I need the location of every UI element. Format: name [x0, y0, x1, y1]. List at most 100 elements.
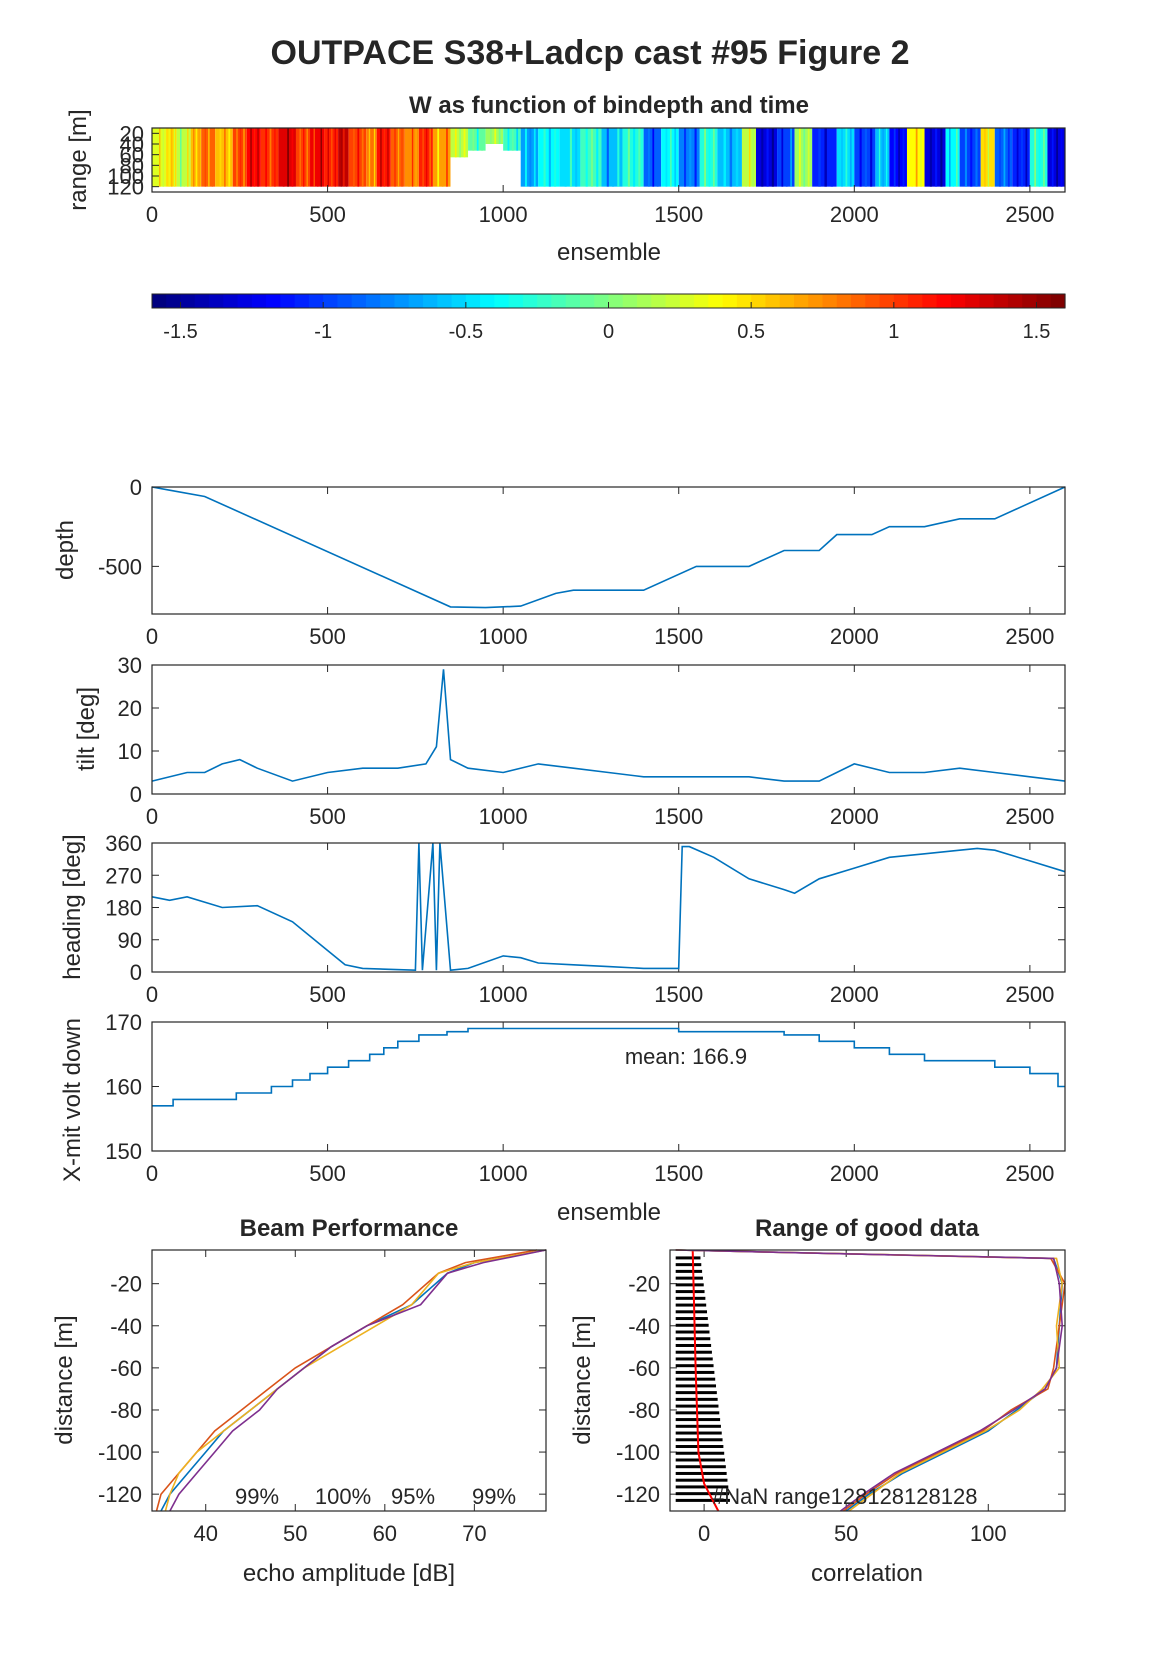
colorbar-segment	[1050, 294, 1066, 308]
heatmap-cell	[911, 128, 914, 187]
colorbar-segment	[223, 294, 239, 308]
y-tick-label: 20	[118, 696, 142, 721]
nan-range-bar	[675, 1485, 729, 1489]
heatmap-cell	[1051, 128, 1054, 187]
xmit-axes-frame	[151, 1021, 1066, 1152]
heatmap-cell	[898, 128, 900, 187]
heatmap-cell	[935, 128, 938, 187]
heatmap-cell	[882, 128, 884, 187]
x-tick-label: 500	[309, 202, 346, 227]
colorbar-segment	[1007, 294, 1023, 308]
y-tick-label: -100	[98, 1440, 142, 1465]
heatmap-cell	[665, 128, 668, 187]
x-tick-label: 2000	[830, 624, 879, 649]
colorbar-segment	[608, 294, 624, 308]
heatmap-cell	[1034, 128, 1037, 187]
colorbar-segment	[194, 294, 210, 308]
heatmap-cell	[694, 128, 697, 187]
heatmap-cell	[920, 128, 922, 187]
heatmap-cell	[1043, 128, 1045, 187]
heatmap-cell	[915, 128, 918, 187]
heatmap-cell	[302, 128, 305, 187]
beam-percent-label: 99%	[472, 1484, 516, 1509]
heatmap-cell	[250, 128, 252, 187]
heatmap-cell	[361, 128, 364, 187]
colorbar-segment	[209, 294, 224, 308]
x-tick-label: 50	[834, 1521, 858, 1546]
heatmap-cell	[383, 128, 386, 187]
heatmap-cell	[984, 128, 986, 187]
heatmap-cell	[824, 128, 827, 187]
heatmap-cell	[952, 128, 955, 187]
x-tick-label: 500	[309, 804, 346, 829]
heatmap-cell	[656, 128, 659, 187]
colorbar-tick-label: 1.5	[1023, 321, 1051, 343]
heatmap-cell	[394, 128, 396, 187]
y-tick-label: -40	[110, 1314, 142, 1339]
heatmap-cell	[168, 128, 170, 187]
nan-range-bar	[675, 1323, 709, 1327]
heatmap-cell	[723, 128, 726, 187]
heatmap-cell	[243, 128, 245, 187]
nan-range-bar	[675, 1269, 703, 1273]
xmit-mean-annotation: mean: 166.9	[625, 1044, 747, 1069]
heatmap-cell	[627, 128, 630, 187]
x-tick-label: 500	[309, 1161, 346, 1186]
colorbar-segment	[936, 294, 952, 308]
x-tick-label: 1000	[479, 1161, 528, 1186]
heatmap-cell	[269, 128, 272, 187]
y-tick-label: 360	[105, 831, 142, 856]
nan-range-bar	[675, 1445, 724, 1449]
heatmap-title: W as function of bindepth and time	[409, 92, 809, 119]
y-tick-label: 0	[130, 475, 142, 500]
heatmap-cell	[1016, 128, 1019, 187]
colorbar-segment	[180, 294, 196, 308]
heatmap-cell	[425, 128, 428, 187]
heatmap-cell	[334, 128, 337, 187]
nan-range-annotation: #NaN range128128128128	[712, 1484, 977, 1509]
heatmap-cell	[885, 128, 888, 187]
nan-range-bar	[675, 1256, 701, 1260]
heatmap-cell	[422, 128, 424, 187]
heatmap-cell	[533, 128, 536, 187]
colorbar-segment	[836, 294, 852, 308]
colorbar-segment	[251, 294, 267, 308]
heatmap-cell	[236, 128, 238, 187]
colorbar-segment	[993, 294, 1009, 308]
heatmap-cell	[346, 128, 348, 187]
heatmap-cell	[585, 128, 588, 187]
x-tick-label: 1500	[654, 804, 703, 829]
x-tick-label: 2000	[830, 982, 879, 1007]
colorbar-segment	[979, 294, 995, 308]
nan-range-bar	[675, 1330, 710, 1334]
nan-range-bar	[675, 1350, 712, 1354]
colorbar-segment	[494, 294, 510, 308]
colorbar-segment	[437, 294, 453, 308]
nan-range-bar	[675, 1357, 713, 1361]
colorbar-segment	[152, 294, 167, 308]
x-tick-label: 1500	[654, 1161, 703, 1186]
heatmap-cell	[638, 128, 641, 187]
y-tick-label: 270	[105, 863, 142, 888]
colorbar-segment	[565, 294, 581, 308]
colorbar-segment	[508, 294, 524, 308]
x-tick-label: 2000	[830, 1161, 879, 1186]
colorbar-segment	[323, 294, 339, 308]
colorbar-segment	[637, 294, 652, 308]
beam-line	[160, 1249, 547, 1512]
beam-xlabel: echo amplitude [dB]	[243, 1560, 455, 1587]
heatmap-cell	[964, 128, 968, 187]
heatmap-cell	[689, 128, 692, 187]
heatmap-cell	[830, 128, 834, 187]
colorbar-segment	[594, 294, 610, 308]
y-tick-label: -120	[98, 1482, 142, 1507]
heatmap-cell	[790, 128, 792, 187]
heatmap-cell	[454, 128, 457, 158]
heatmap-cell	[317, 128, 319, 187]
heatmap-cell	[228, 128, 231, 187]
colorbar-segment	[408, 294, 424, 308]
heatmap-cell	[991, 128, 993, 187]
heatmap-cell	[397, 128, 400, 187]
colorbar-segment	[294, 294, 310, 308]
